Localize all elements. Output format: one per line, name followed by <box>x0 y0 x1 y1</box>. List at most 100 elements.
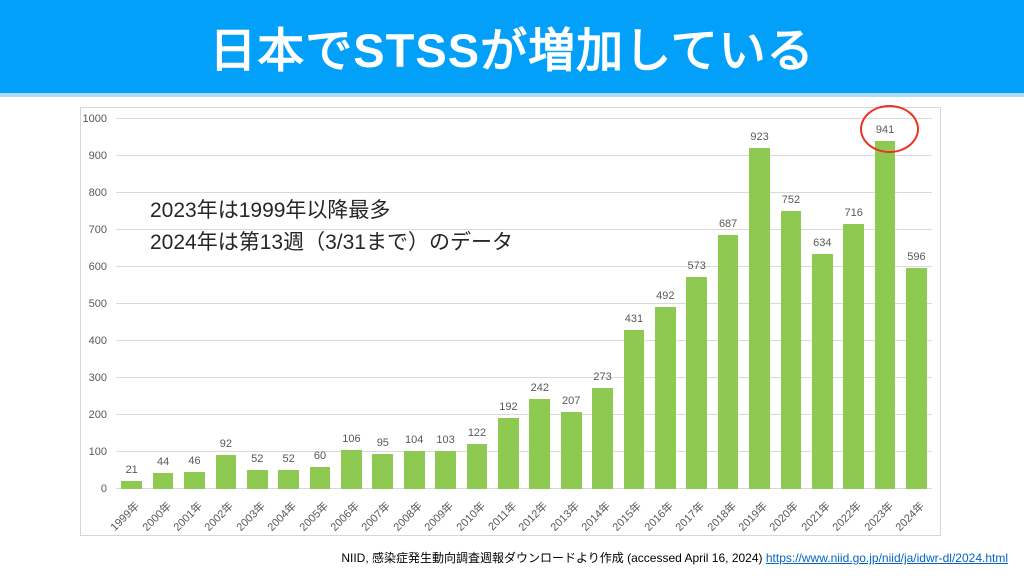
x-axis-label: 2018年 <box>705 500 739 534</box>
source-link[interactable]: https://www.niid.go.jp/niid/ja/idwr-dl/2… <box>765 551 1008 565</box>
chart-annotation: 2023年は1999年以降最多 2024年は第13週（3/31まで）のデータ <box>150 195 513 259</box>
bar-chart-plot-area: 0 100 200 300 400 500 600 700 800 900 1000 21 1999年… <box>83 113 932 534</box>
source-note: NIID, 感染症発生動向調査週報ダウンロードより作成 (accessed Ap… <box>341 549 1008 566</box>
bar <box>309 466 331 489</box>
bar-value-label: 52 <box>251 452 264 465</box>
source-text: NIID, 感染症発生動向調査週報ダウンロードより作成 (accessed Ap… <box>341 551 763 565</box>
bar <box>466 443 488 489</box>
bar-value-label: 752 <box>781 193 801 206</box>
bar <box>686 277 708 489</box>
bar-value-label: 573 <box>687 260 706 272</box>
x-axis-label: 2013年 <box>548 500 582 534</box>
highlight-circle <box>860 105 919 153</box>
bar <box>592 388 613 489</box>
bar <box>811 254 833 489</box>
x-axis-label: 2023年 <box>862 500 896 534</box>
bar-value-label: 492 <box>656 289 675 302</box>
gridline <box>116 118 932 119</box>
gridline <box>116 377 932 378</box>
bar-slot-2003年: 52 2003年 <box>234 119 273 534</box>
bar-value-label: 52 <box>282 452 295 465</box>
bar <box>560 412 582 489</box>
x-axis-label: 2003年 <box>234 500 268 534</box>
x-axis-label: 2012年 <box>516 500 551 534</box>
x-axis-label: 2002年 <box>202 500 237 534</box>
bar <box>184 471 205 489</box>
bar <box>215 454 237 489</box>
gridline <box>116 229 932 230</box>
x-axis-label: 2022年 <box>830 500 865 534</box>
bar-value-label: 596 <box>907 251 926 264</box>
bar-value-label: 103 <box>436 433 455 446</box>
x-axis-label: 2017年 <box>673 500 708 534</box>
bar <box>372 453 394 489</box>
annotation-line-2: 2024年は第13週（3/31まで）のデータ <box>150 231 513 254</box>
bar-series: 21 1999年 44 2000年 46 2001年 92 2002年 52 2003年 52 200… <box>109 119 932 534</box>
y-axis-tick-label: 800 <box>88 187 107 199</box>
bar-slot-2004年: 52 2004年 <box>266 119 304 534</box>
y-axis-tick-label: 1000 <box>82 113 107 125</box>
bar-slot-2016年: 492 2016年 <box>642 119 681 534</box>
bar <box>623 329 645 489</box>
bar-slot-2020年: 752 2020年 <box>768 119 806 534</box>
bar-slot-2006年: 106 2006年 <box>328 119 367 534</box>
y-axis-tick-label: 100 <box>88 446 107 458</box>
bar-slot-2017年: 573 2017年 <box>674 119 712 534</box>
x-axis-label: 2021年 <box>799 500 833 534</box>
bar-slot-1999年: 21 1999年 <box>109 119 147 533</box>
gridline <box>116 155 932 156</box>
bar-slot-2001年: 46 2001年 <box>172 119 210 534</box>
bar <box>498 417 519 489</box>
x-axis-label: 2007年 <box>359 500 394 534</box>
bar-value-label: 687 <box>718 217 738 230</box>
gridline <box>116 303 932 304</box>
bar <box>906 268 927 489</box>
y-axis-tick-label: 0 <box>100 483 107 495</box>
bar-slot-2002年: 92 2002年 <box>203 119 241 534</box>
x-axis-label: 2011年 <box>486 500 519 534</box>
slide-title: 日本でSTSSが増加している <box>209 24 815 77</box>
bar-slot-2024年: 596 2024年 <box>893 119 932 533</box>
bar-value-label: 634 <box>813 237 832 250</box>
chart-card: 0 100 200 300 400 500 600 700 800 900 1000 21 1999年… <box>80 107 941 536</box>
bar-slot-2018年: 687 2018年 <box>705 119 743 534</box>
bar <box>341 449 362 489</box>
bar-value-label: 21 <box>125 464 138 477</box>
x-axis-label: 2020年 <box>767 500 802 534</box>
y-axis-tick-label: 300 <box>88 372 107 384</box>
gridline <box>116 192 932 193</box>
bar <box>278 469 299 489</box>
bar-value-label: 104 <box>405 433 424 446</box>
gridline <box>116 488 932 489</box>
gridline <box>116 340 932 341</box>
bar-slot-2009年: 103 2009年 <box>423 119 461 534</box>
bar-slot-2014年: 273 2014年 <box>580 119 618 534</box>
bar-slot-2022年: 716 2022年 <box>831 119 869 534</box>
bar-value-label: 106 <box>342 432 361 445</box>
bar-value-label: 95 <box>376 436 389 449</box>
x-axis-label: 2001年 <box>171 500 206 534</box>
bar <box>403 450 425 489</box>
y-axis-tick-label: 400 <box>88 335 107 347</box>
bar <box>152 472 174 489</box>
bar-value-label: 431 <box>624 312 644 325</box>
slide-title-banner: 日本でSTSSが増加している <box>0 0 1024 97</box>
bar-value-label: 46 <box>188 454 201 467</box>
x-axis-label: 2008年 <box>391 500 425 534</box>
x-axis-label: 2009年 <box>422 500 457 534</box>
bar <box>654 306 676 489</box>
bar <box>749 147 770 489</box>
bar-value-label: 60 <box>313 449 327 462</box>
x-axis-label: 2010年 <box>454 500 488 534</box>
gridline <box>116 266 932 267</box>
y-axis-tick-label: 200 <box>88 409 107 421</box>
bar-value-label: 122 <box>467 426 487 439</box>
y-axis-tick-label: 700 <box>88 224 107 236</box>
y-axis-tick-label: 900 <box>88 150 107 162</box>
bar-value-label: 207 <box>561 395 581 408</box>
bar-value-label: 192 <box>499 400 518 413</box>
bar-slot-2011年: 192 2011年 <box>486 119 524 533</box>
bar-value-label: 923 <box>750 130 769 143</box>
bar <box>246 469 268 489</box>
